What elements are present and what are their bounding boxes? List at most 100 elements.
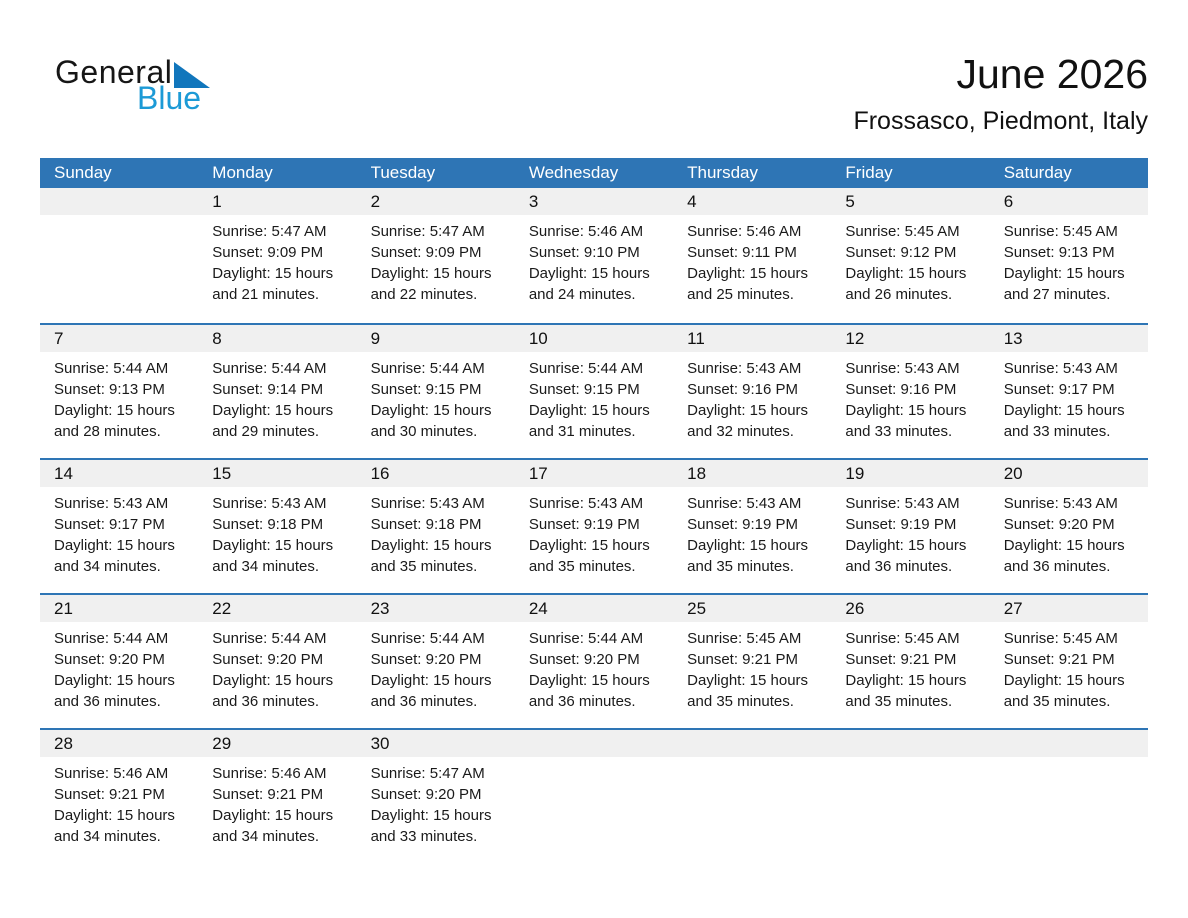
day-number: 14: [40, 460, 199, 487]
day-number: 2: [356, 188, 515, 215]
day-cell-7: 7 Sunrise: 5:44 AM Sunset: 9:13 PM Daylight…: [40, 325, 199, 458]
day-number: 18: [673, 460, 832, 487]
day-cell-21: 21 Sunrise: 5:44 AM Sunset: 9:20 PM Dayligh…: [40, 595, 199, 728]
day-details: Sunrise: 5:46 AM Sunset: 9:11 PM Daylight:…: [673, 215, 831, 305]
daylight-text: Daylight: 15 hours and 35 minutes.: [370, 537, 492, 575]
day-number: 25: [673, 595, 832, 622]
day-number: 13: [989, 325, 1148, 352]
day-number: 12: [831, 325, 990, 352]
daylight-text: Daylight: 15 hours and 35 minutes.: [687, 672, 809, 710]
day-cell-23: 23 Sunrise: 5:44 AM Sunset: 9:20 PM Dayligh…: [356, 595, 515, 728]
weekday-header-tuesday: Tuesday: [370, 163, 436, 182]
day-cell-30: 30 Sunrise: 5:47 AM Sunset: 9:20 PM Dayligh…: [356, 730, 515, 863]
sunset-text: Sunset: 9:20 PM: [1003, 516, 1115, 533]
sunrise-text: Sunrise: 5:43 AM: [1003, 495, 1118, 512]
sunrise-text: Sunrise: 5:45 AM: [845, 630, 960, 647]
calendar-weeks: 1 Sunrise: 5:47 AM Sunset: 9:09 PM Daylight…: [40, 188, 1148, 863]
day-number: 7: [40, 325, 199, 352]
daylight-text: Daylight: 15 hours and 33 minutes.: [370, 807, 492, 845]
day-details: Sunrise: 5:43 AM Sunset: 9:16 PM Daylight:…: [831, 352, 989, 442]
sunset-text: Sunset: 9:15 PM: [370, 381, 482, 398]
day-details: Sunrise: 5:47 AM Sunset: 9:20 PM Daylight:…: [357, 757, 515, 847]
daylight-text: Daylight: 15 hours and 33 minutes.: [845, 402, 967, 440]
day-number: 30: [356, 730, 515, 757]
day-cell-9: 9 Sunrise: 5:44 AM Sunset: 9:15 PM Daylight…: [356, 325, 515, 458]
day-details: Sunrise: 5:43 AM Sunset: 9:19 PM Daylight:…: [515, 487, 673, 577]
day-number: 26: [831, 595, 990, 622]
day-details: Sunrise: 5:45 AM Sunset: 9:21 PM Daylight:…: [673, 622, 831, 712]
day-cell-28: 28 Sunrise: 5:46 AM Sunset: 9:21 PM Dayligh…: [40, 730, 199, 863]
day-cell-5: 5 Sunrise: 5:45 AM Sunset: 9:12 PM Daylight…: [831, 188, 990, 323]
weekday-header-thursday: Thursday: [687, 163, 759, 182]
day-cell-2: 2 Sunrise: 5:47 AM Sunset: 9:09 PM Daylight…: [356, 188, 515, 323]
day-details: Sunrise: 5:44 AM Sunset: 9:20 PM Daylight:…: [40, 622, 198, 712]
day-number: 29: [198, 730, 357, 757]
logo-word-general: General: [55, 54, 173, 90]
daylight-text: Daylight: 15 hours and 28 minutes.: [54, 402, 175, 440]
day-details: Sunrise: 5:44 AM Sunset: 9:15 PM Daylight:…: [515, 352, 673, 442]
day-number: 23: [356, 595, 515, 622]
sunrise-text: Sunrise: 5:46 AM: [528, 223, 644, 240]
day-cell-19: 19 Sunrise: 5:43 AM Sunset: 9:19 PM Dayligh…: [831, 460, 990, 593]
daylight-text: Daylight: 15 hours and 33 minutes.: [1003, 402, 1125, 440]
sunset-text: Sunset: 9:14 PM: [212, 381, 324, 398]
sunrise-text: Sunrise: 5:43 AM: [370, 495, 485, 512]
daylight-text: Daylight: 15 hours and 36 minutes.: [528, 672, 650, 710]
sunset-text: Sunset: 9:09 PM: [370, 244, 482, 261]
daylight-text: Daylight: 15 hours and 34 minutes.: [54, 807, 175, 845]
day-number: 1: [198, 188, 357, 215]
sunset-text: Sunset: 9:21 PM: [54, 786, 165, 803]
sunrise-text: Sunrise: 5:46 AM: [687, 223, 802, 240]
sunrise-text: Sunrise: 5:44 AM: [528, 360, 644, 377]
weekday-header-row: Sunday Monday Tuesday Wednesday Thursday Frid…: [40, 158, 1148, 188]
logo-word-blue: Blue: [137, 80, 202, 116]
sunset-text: Sunset: 9:19 PM: [528, 516, 640, 533]
sunrise-text: Sunrise: 5:46 AM: [212, 765, 327, 782]
sunrise-text: Sunrise: 5:43 AM: [54, 495, 169, 512]
day-number-empty: [514, 730, 674, 757]
day-cell-6: 6 Sunrise: 5:45 AM Sunset: 9:13 PM Daylight…: [989, 188, 1148, 323]
daylight-text: Daylight: 15 hours and 21 minutes.: [212, 265, 334, 303]
daylight-text: Daylight: 15 hours and 31 minutes.: [528, 402, 650, 440]
day-cell-25: 25 Sunrise: 5:45 AM Sunset: 9:21 PM Dayligh…: [673, 595, 832, 728]
calendar-grid: Sunday Monday Tuesday Wednesday Thursday Frid…: [40, 158, 1148, 863]
sunrise-text: Sunrise: 5:44 AM: [370, 630, 485, 647]
weekday-header-monday: Monday: [212, 163, 273, 182]
daylight-text: Daylight: 15 hours and 35 minutes.: [687, 537, 809, 575]
daylight-text: Daylight: 15 hours and 25 minutes.: [687, 265, 809, 303]
sunset-text: Sunset: 9:21 PM: [212, 786, 324, 803]
daylight-text: Daylight: 15 hours and 36 minutes.: [54, 672, 175, 710]
day-details: Sunrise: 5:44 AM Sunset: 9:20 PM Daylight:…: [198, 622, 356, 712]
day-cell-11: 11 Sunrise: 5:43 AM Sunset: 9:16 PM Dayligh…: [673, 325, 832, 458]
sunrise-text: Sunrise: 5:43 AM: [845, 360, 960, 377]
weekday-header-saturday: Saturday: [1003, 163, 1072, 182]
day-details: Sunrise: 5:43 AM Sunset: 9:18 PM Daylight:…: [357, 487, 515, 577]
sunset-text: Sunset: 9:21 PM: [687, 651, 799, 668]
day-details: Sunrise: 5:44 AM Sunset: 9:20 PM Daylight:…: [357, 622, 515, 712]
daylight-text: Daylight: 15 hours and 24 minutes.: [528, 265, 650, 303]
day-cell-29: 29 Sunrise: 5:46 AM Sunset: 9:21 PM Dayligh…: [198, 730, 357, 863]
day-number: 20: [989, 460, 1148, 487]
day-cell-20: 20 Sunrise: 5:43 AM Sunset: 9:20 PM Dayligh…: [989, 460, 1148, 593]
day-details: Sunrise: 5:43 AM Sunset: 9:17 PM Daylight:…: [40, 487, 198, 577]
sunrise-text: Sunrise: 5:44 AM: [212, 630, 327, 647]
sunset-text: Sunset: 9:20 PM: [212, 651, 324, 668]
sunset-text: Sunset: 9:16 PM: [845, 381, 957, 398]
daylight-text: Daylight: 15 hours and 29 minutes.: [212, 402, 334, 440]
sunrise-text: Sunrise: 5:43 AM: [687, 360, 802, 377]
day-number: 3: [514, 188, 674, 215]
sunrise-text: Sunrise: 5:43 AM: [687, 495, 802, 512]
day-number: 11: [673, 325, 832, 352]
daylight-text: Daylight: 15 hours and 26 minutes.: [845, 265, 967, 303]
day-details: Sunrise: 5:46 AM Sunset: 9:21 PM Daylight:…: [198, 757, 356, 847]
day-number: 22: [198, 595, 357, 622]
sunset-text: Sunset: 9:21 PM: [845, 651, 957, 668]
day-cell-empty: [989, 730, 1148, 863]
day-cell-empty: [673, 730, 832, 863]
day-number-empty: [831, 730, 990, 757]
day-details: Sunrise: 5:43 AM Sunset: 9:17 PM Daylight:…: [990, 352, 1148, 442]
sunrise-text: Sunrise: 5:44 AM: [212, 360, 327, 377]
day-number: 24: [514, 595, 674, 622]
day-number: 15: [198, 460, 357, 487]
